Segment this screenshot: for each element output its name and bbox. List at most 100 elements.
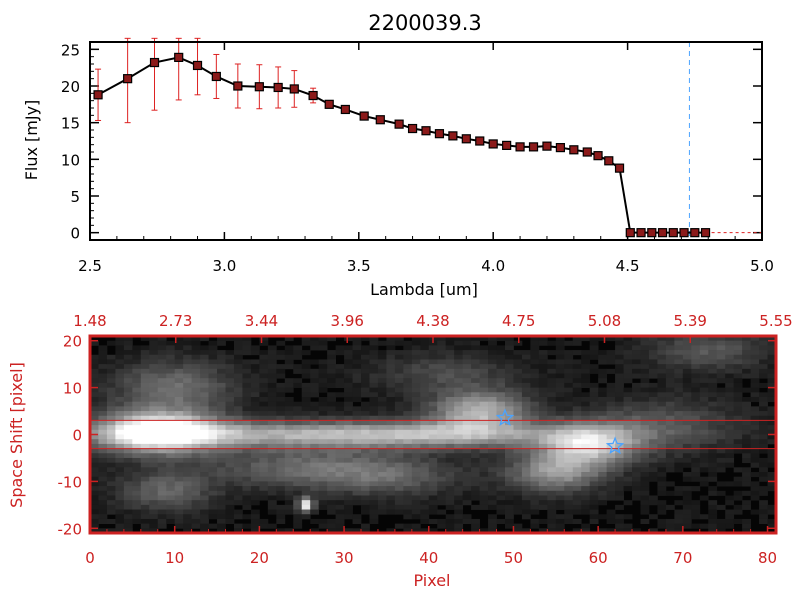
image-pixel — [725, 382, 735, 388]
image-pixel — [699, 481, 709, 487]
image-pixel — [445, 518, 455, 525]
image-pixel — [555, 396, 565, 403]
image-pixel — [394, 392, 404, 398]
image-pixel — [174, 472, 184, 478]
image-pixel — [538, 364, 548, 370]
image-pixel — [166, 434, 176, 440]
image-pixel — [437, 486, 447, 492]
image-pixel — [623, 392, 633, 398]
image-pixel — [547, 434, 557, 440]
image-pixel — [767, 387, 777, 393]
image-pixel — [513, 467, 523, 473]
image-pixel — [454, 429, 464, 435]
image-pixel — [377, 453, 387, 459]
image-pixel — [471, 373, 480, 379]
image-pixel — [106, 364, 116, 370]
image-pixel — [242, 490, 252, 496]
image-pixel — [293, 514, 303, 520]
image-pixel — [293, 443, 303, 449]
image-pixel — [420, 518, 430, 525]
image-pixel — [327, 448, 337, 454]
image-pixel — [310, 415, 320, 421]
image-pixel — [259, 425, 269, 431]
image-pixel — [352, 411, 362, 417]
image-pixel — [428, 495, 438, 501]
image-pixel — [394, 378, 404, 384]
image-pixel — [318, 340, 328, 346]
image-pixel — [106, 439, 116, 445]
image-pixel — [157, 382, 167, 388]
image-pixel — [606, 457, 616, 464]
image-pixel — [200, 420, 209, 426]
image-pixel — [361, 467, 370, 473]
image-pixel — [420, 415, 430, 421]
image-pixel — [335, 420, 345, 426]
image-pixel — [166, 448, 176, 454]
image-pixel — [767, 336, 777, 342]
image-pixel — [488, 425, 497, 431]
image-pixel — [598, 476, 608, 482]
image-pixel — [750, 406, 760, 412]
image-pixel — [149, 387, 159, 393]
image-pixel — [377, 462, 387, 468]
image-pixel — [682, 373, 692, 379]
image-pixel — [759, 401, 768, 407]
image-pixel — [665, 392, 675, 398]
image-pixel — [191, 439, 201, 445]
source-star-marker — [605, 436, 625, 455]
image-pixel — [674, 382, 684, 388]
image-pixel — [293, 462, 303, 468]
image-pixel — [420, 481, 430, 487]
image-pixel — [581, 509, 591, 515]
image-pixel — [572, 481, 582, 487]
image-pixel — [462, 387, 472, 393]
image-pixel — [259, 457, 269, 464]
image-pixel — [217, 439, 226, 445]
image-pixel — [742, 350, 751, 356]
image-pixel — [767, 354, 777, 360]
image-pixel — [361, 425, 370, 431]
image-pixel — [750, 387, 760, 393]
image-pixel — [386, 439, 396, 445]
image-pixel — [437, 359, 447, 365]
image-pixel — [674, 396, 684, 403]
image-pixel — [259, 439, 269, 445]
image-pixel — [445, 420, 455, 426]
image-pixel — [462, 425, 472, 431]
image-pixel — [327, 504, 337, 510]
image-pixel — [90, 401, 99, 407]
image-pixel — [615, 518, 624, 525]
image-pixel — [428, 429, 438, 435]
image-pixel — [166, 420, 176, 426]
image-pixel — [242, 406, 252, 412]
image-pixel — [699, 359, 709, 365]
image-pixel — [377, 396, 387, 403]
image-pixel — [640, 336, 650, 342]
wavelength-tick-label: 4.38 — [416, 312, 449, 330]
image-pixel — [759, 448, 768, 454]
image-pixel — [564, 406, 574, 412]
image-pixel — [632, 472, 641, 478]
image-pixel — [98, 415, 108, 421]
image-pixel — [488, 472, 497, 478]
image-pixel — [598, 439, 608, 445]
image-pixel — [132, 495, 142, 501]
image-pixel — [174, 429, 184, 435]
image-pixel — [547, 495, 557, 501]
image-pixel — [90, 387, 99, 393]
image-pixel — [157, 443, 167, 449]
image-pixel — [555, 476, 565, 482]
image-pixel — [369, 429, 379, 435]
image-pixel — [479, 434, 489, 440]
image-pixel — [386, 425, 396, 431]
image-pixel — [361, 401, 370, 407]
image-pixel — [733, 396, 743, 403]
image-pixel — [615, 350, 624, 356]
image-pixel — [504, 387, 514, 393]
image-pixel — [716, 457, 726, 464]
image-pixel — [530, 359, 540, 365]
image-pixel — [648, 387, 658, 393]
image-pixel — [547, 425, 557, 431]
image-pixel — [725, 500, 735, 506]
image-pixel — [361, 528, 370, 534]
